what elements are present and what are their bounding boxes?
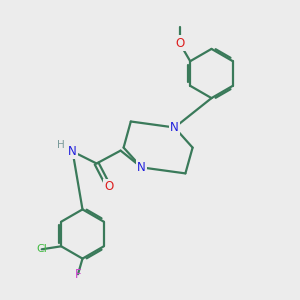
- Text: O: O: [104, 180, 113, 193]
- Text: N: N: [137, 161, 146, 174]
- Text: N: N: [170, 121, 179, 134]
- Text: F: F: [75, 268, 81, 281]
- Text: N: N: [68, 145, 77, 158]
- Text: O: O: [175, 37, 184, 50]
- Text: Cl: Cl: [36, 244, 47, 254]
- Text: H: H: [57, 140, 65, 150]
